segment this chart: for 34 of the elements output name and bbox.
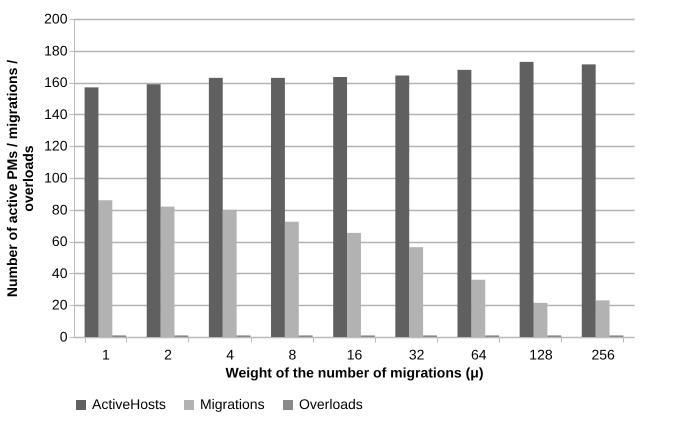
x-tick-label: 8 — [288, 346, 296, 362]
x-tick-label: 4 — [226, 346, 234, 362]
y-tick-label: 20 — [52, 296, 68, 313]
bar — [84, 87, 98, 337]
bar — [333, 77, 348, 337]
x-tick-label: 32 — [408, 346, 425, 362]
bar — [271, 78, 285, 337]
y-tick-label: 0 — [60, 328, 68, 344]
bar — [395, 75, 410, 337]
bar — [208, 78, 223, 337]
legend-label: Migrations — [200, 396, 265, 412]
x-tick-label: 256 — [591, 346, 616, 362]
x-tick-label: 128 — [529, 346, 553, 362]
bar — [582, 64, 596, 337]
bar — [457, 70, 472, 337]
y-tick-label: 120 — [44, 138, 68, 154]
x-tick-label: 16 — [346, 346, 362, 362]
y-tick-label: 60 — [52, 233, 68, 250]
bar — [146, 84, 161, 337]
x-tick-label: 2 — [164, 346, 172, 362]
y-tick-label: 100 — [44, 170, 68, 186]
bar — [520, 62, 534, 337]
y-tick-label: 40 — [52, 264, 68, 281]
y-tick-label: 80 — [52, 201, 68, 218]
legend-label: ActiveHosts — [92, 396, 166, 412]
y-tick-label: 160 — [44, 74, 68, 90]
y-axis-title: Number of active PMs / migrations / overloads — [4, 60, 36, 298]
y-tick-label: 180 — [44, 42, 68, 58]
legend-label: Overloads — [299, 396, 363, 412]
x-tick-label: 1 — [102, 346, 110, 362]
x-tick-label: 64 — [471, 346, 487, 362]
y-tick-label: 200 — [44, 10, 68, 26]
x-axis-title: Weight of the number of migrations (μ) — [226, 364, 484, 380]
y-tick-label: 140 — [44, 106, 68, 122]
